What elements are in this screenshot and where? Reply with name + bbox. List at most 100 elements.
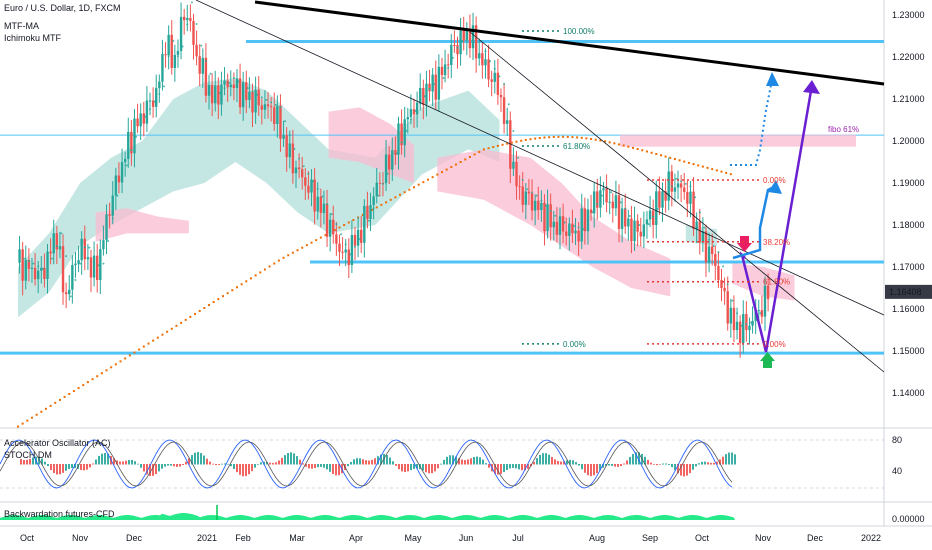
tenkan-point: [372, 207, 375, 210]
y-tick-label: 1.18000: [892, 220, 925, 230]
candle-body: [189, 18, 192, 21]
ac-bar: [701, 461, 703, 465]
ma-point: [664, 155, 667, 158]
ma-point: [431, 176, 434, 179]
indicator-ichimoku[interactable]: Ichimoku MTF: [4, 33, 62, 43]
ma-point: [17, 425, 19, 428]
horizontal-levels: [0, 0, 932, 527]
ac-bar: [635, 452, 637, 465]
ac-bar: [89, 464, 91, 468]
ma-point: [715, 169, 718, 172]
candle-body: [406, 117, 410, 120]
time-axis[interactable]: Oct Nov Dec 2021 Feb Mar Apr May Jun Jul Aug Sep Oct…: [20, 533, 881, 543]
ma-point: [566, 135, 569, 138]
candle-body: [521, 186, 524, 205]
ma-point: [221, 295, 224, 298]
subpane-ac-label[interactable]: Accelerator Oscillator (AC): [4, 438, 111, 448]
candle-body: [602, 188, 605, 191]
ma-point: [268, 265, 271, 268]
candle-body: [68, 289, 71, 295]
candle-body: [195, 44, 198, 57]
candle-body: [155, 88, 158, 107]
ac-bar: [113, 458, 115, 465]
ac-bar: [695, 464, 697, 467]
ma-point: [506, 142, 509, 145]
y-tick-label: 1.17000: [892, 262, 925, 272]
ac-bar: [479, 457, 481, 465]
subpane-stoch-label[interactable]: STOCH DM: [4, 450, 52, 460]
ac-bar: [134, 461, 136, 465]
candle-body: [446, 64, 450, 66]
ac-bar: [377, 456, 379, 465]
osc-tick-label: 80: [892, 435, 902, 445]
candle-body: [263, 104, 267, 110]
fib-levels: 100.00% 61.80% 0.00% 0.00% 38.20% 61.80% 0.00%…: [522, 27, 859, 349]
ma-point: [380, 203, 383, 206]
candle-body: [686, 191, 689, 204]
candle-body: [757, 310, 760, 312]
indicator-mtf-ma[interactable]: MTF-MA: [4, 21, 39, 31]
tenkan-point: [726, 283, 729, 286]
ac-bar: [407, 464, 409, 472]
ac-bar: [659, 464, 661, 465]
tenkan-point: [423, 95, 426, 98]
ma-point: [35, 413, 38, 416]
candle-body: [471, 25, 475, 49]
ac-bar: [218, 464, 220, 465]
ma-point: [459, 161, 462, 163]
tenkan-point: [23, 257, 26, 260]
tenkan-point: [116, 194, 119, 197]
ac-bar: [143, 464, 145, 472]
candle-body: [325, 203, 329, 237]
candle-body: [86, 257, 90, 260]
candle-body: [30, 267, 34, 269]
candle-body: [710, 246, 714, 255]
ac-bar: [227, 463, 229, 465]
ac-bar: [617, 464, 619, 467]
ma-point: [645, 150, 648, 153]
ma-point: [580, 136, 583, 139]
ma-point: [249, 277, 252, 280]
ac-bar: [731, 452, 733, 465]
x-tick-label: Feb: [235, 533, 251, 543]
ac-bar: [329, 464, 331, 472]
candle-body: [136, 118, 139, 127]
candle-body: [636, 220, 639, 232]
ac-bar: [71, 464, 73, 468]
green-arrow-up: [760, 352, 775, 368]
subpane-backwardation-label[interactable]: Backwardation.futures-CFD: [4, 509, 115, 519]
ac-bar: [521, 464, 523, 471]
tenkan-point: [689, 185, 692, 188]
ac-bar: [137, 463, 139, 465]
candle-body: [748, 325, 751, 331]
tenkan-point: [51, 257, 54, 260]
ma-point: [40, 410, 43, 413]
ac-bar: [467, 459, 469, 465]
ac-bar: [224, 463, 226, 465]
ma-point: [440, 171, 443, 174]
candle-body: [655, 191, 658, 226]
stoch-d-line: [0, 441, 733, 487]
tenkan-point: [335, 223, 338, 226]
ma-point: [161, 333, 164, 336]
ma-point: [473, 153, 476, 156]
candle-body: [639, 231, 642, 237]
candle-body: [400, 123, 403, 146]
ma-point: [86, 381, 89, 384]
candle-body: [229, 84, 232, 88]
candle-body: [729, 307, 733, 324]
ac-bar: [53, 464, 55, 473]
price-axis[interactable]: 1.23000 1.22000 1.21000 1.20000 1.19000 1.180…: [885, 10, 932, 524]
tenkan-point: [558, 219, 561, 222]
ac-bar: [455, 456, 457, 465]
candle-body: [698, 221, 701, 243]
candle-body: [158, 81, 161, 89]
ac-bar: [74, 464, 76, 469]
candle-body: [369, 205, 372, 219]
x-tick-label: Mar: [289, 533, 305, 543]
ma-point: [622, 144, 625, 147]
ac-bar: [689, 464, 691, 474]
candle-body: [198, 56, 201, 74]
tenkan-point: [288, 134, 291, 137]
fibo-label: fibo 61%: [828, 125, 859, 134]
